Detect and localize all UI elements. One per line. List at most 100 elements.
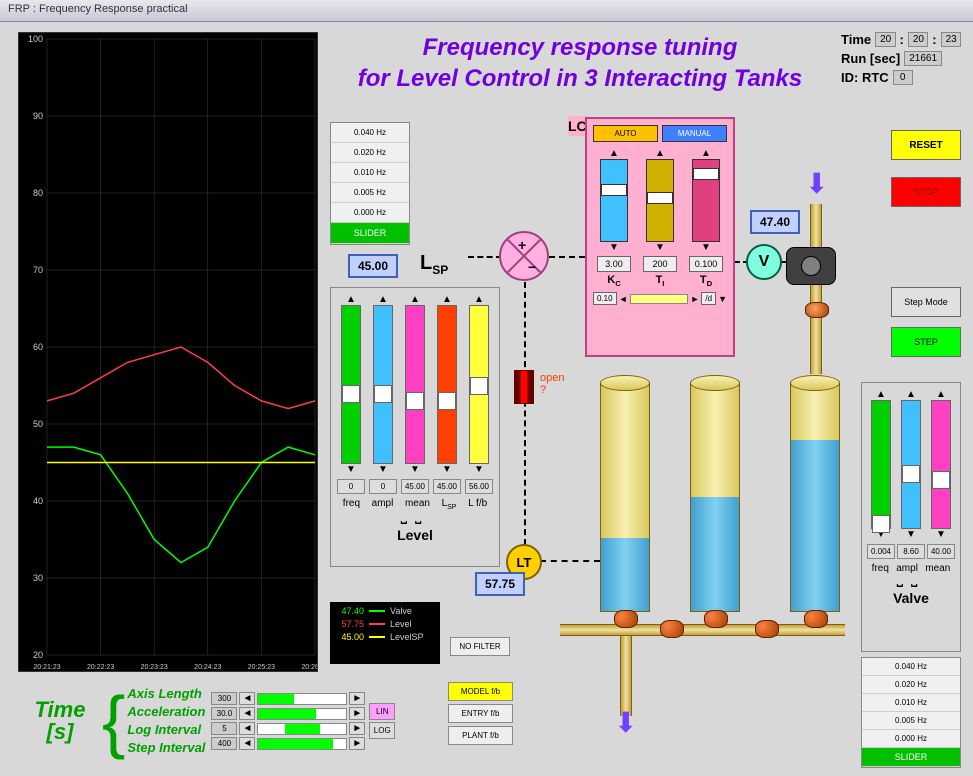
up-arrow-icon[interactable]: ▲: [906, 389, 916, 400]
window-title: FRP : Frequency Response practical: [8, 3, 188, 15]
valve-node: V: [746, 244, 782, 280]
ctrl-slider-T_D[interactable]: ▲ ▼ 0.100 TD: [689, 148, 723, 288]
up-arrow-icon[interactable]: ▲: [876, 389, 886, 400]
freq-option[interactable]: 0.010 Hz: [331, 163, 409, 183]
time-slider[interactable]: [257, 693, 347, 705]
valve-sliders: ▲ ▼ 0.004 ▲ ▼ 8.60 ▲ ▼ 40.00 freqamplmea…: [861, 382, 961, 652]
stop-button[interactable]: STOP: [891, 177, 961, 207]
model-button[interactable]: MODEL f/b: [448, 682, 513, 701]
down-arrow-icon[interactable]: ▼: [346, 464, 356, 475]
slider-mean[interactable]: ▲ ▼ 45.00: [403, 294, 427, 494]
slider-value: 45.00: [401, 479, 429, 494]
time-m: 20: [908, 32, 928, 47]
down-arrow-icon[interactable]: ▼: [410, 464, 420, 475]
auto-button[interactable]: AUTO: [593, 125, 658, 142]
up-arrow-icon[interactable]: ▲: [346, 294, 356, 305]
freq-option[interactable]: 0.005 Hz: [331, 183, 409, 203]
pipe-valve: [755, 620, 779, 638]
manual-button[interactable]: MANUAL: [662, 125, 727, 142]
slider-freq[interactable]: ▲ ▼ 0: [339, 294, 363, 494]
ctrl-unit: /d: [701, 292, 716, 305]
slider-L f/b[interactable]: ▲ ▼ 56.00: [467, 294, 491, 494]
signal-line: [549, 256, 585, 258]
up-arrow-icon[interactable]: ▲: [655, 148, 665, 159]
svg-text:20: 20: [33, 650, 43, 660]
right-arrow-icon[interactable]: ►: [349, 737, 365, 750]
ctrl-slider-T_I[interactable]: ▲ ▼ 200 TI: [643, 148, 677, 288]
model-button[interactable]: PLANT f/b: [448, 726, 513, 745]
pipe-valve: [660, 620, 684, 638]
disturbance-valve[interactable]: [514, 370, 534, 404]
pump: [786, 247, 836, 285]
stepmode-button[interactable]: Step Mode: [891, 287, 961, 317]
slider-L_SP[interactable]: ▲ ▼ 45.00: [435, 294, 459, 494]
up-arrow-icon[interactable]: ▲: [609, 148, 619, 159]
step-button[interactable]: STEP: [891, 327, 961, 357]
freq-option[interactable]: 0.020 Hz: [862, 676, 960, 694]
inlet-valve: [805, 302, 829, 318]
valve-freq-selector: 0.040 Hz0.020 Hz0.010 Hz0.005 Hz0.000 Hz…: [861, 657, 961, 768]
freq-option[interactable]: 0.010 Hz: [862, 694, 960, 712]
right-arrow-icon[interactable]: ►: [349, 707, 365, 720]
down-arrow-icon[interactable]: ▼: [609, 242, 619, 253]
freq-option[interactable]: 0.040 Hz: [331, 123, 409, 143]
time-slider[interactable]: [257, 708, 347, 720]
slider-ampl[interactable]: ▲ ▼ 8.60: [899, 389, 923, 559]
up-arrow-icon[interactable]: ▲: [410, 294, 420, 305]
up-arrow-icon[interactable]: ▲: [936, 389, 946, 400]
response-chart: 203040506070809010020:21:2320:22:2320:23…: [18, 32, 318, 672]
lc-label: LC: [568, 116, 587, 136]
freq-slider-option[interactable]: SLIDER: [331, 223, 409, 244]
freq-option[interactable]: 0.040 Hz: [862, 658, 960, 676]
svg-text:80: 80: [33, 188, 43, 198]
time-slider-row: 300 ◄ ►: [211, 692, 365, 705]
right-arrow-icon[interactable]: ►: [349, 692, 365, 705]
left-arrow-icon[interactable]: ◄: [239, 707, 255, 720]
slider-freq[interactable]: ▲ ▼ 0.004: [869, 389, 893, 559]
up-arrow-icon[interactable]: ▲: [474, 294, 484, 305]
left-arrow-icon[interactable]: ◄: [239, 692, 255, 705]
slider-mean[interactable]: ▲ ▼ 40.00: [929, 389, 953, 559]
up-arrow-icon[interactable]: ▲: [442, 294, 452, 305]
freq-option[interactable]: 0.000 Hz: [862, 730, 960, 748]
reset-button[interactable]: RESET: [891, 130, 961, 160]
model-button[interactable]: ENTRY f/b: [448, 704, 513, 723]
up-arrow-icon[interactable]: ▲: [378, 294, 388, 305]
freq-slider-option[interactable]: SLIDER: [862, 748, 960, 767]
ctrl-left-arrow[interactable]: ◄: [619, 294, 628, 304]
pipe: [620, 636, 632, 716]
right-arrow-icon[interactable]: ►: [349, 722, 365, 735]
down-arrow-icon[interactable]: ▼: [936, 529, 946, 540]
log-button[interactable]: LOG: [369, 722, 395, 739]
down-arrow-icon[interactable]: ▼: [442, 464, 452, 475]
down-arrow-icon[interactable]: ▼: [378, 464, 388, 475]
ctrl-slider-K_C[interactable]: ▲ ▼ 3.00 KC: [597, 148, 631, 288]
time-slider[interactable]: [257, 723, 347, 735]
down-arrow-icon[interactable]: ▼: [701, 242, 711, 253]
ctrl-scrollbar[interactable]: [630, 294, 689, 304]
lin-button[interactable]: LIN: [369, 703, 395, 720]
time-slider[interactable]: [257, 738, 347, 750]
lsp-label: LSP: [420, 252, 448, 277]
slider-value: 45.00: [433, 479, 461, 494]
time-panel: Time 20: 20: 23 Run [sec] 21661 ID: RTC …: [841, 32, 961, 89]
id-val: 0: [893, 70, 913, 85]
svg-text:20:24:23: 20:24:23: [194, 664, 221, 671]
valve-value: 47.40: [750, 210, 800, 234]
freq-option[interactable]: 0.000 Hz: [331, 203, 409, 223]
model-buttons: MODEL f/b ENTRY f/b PLANT f/b: [448, 682, 513, 748]
freq-option[interactable]: 0.005 Hz: [862, 712, 960, 730]
time-slider-row: 5 ◄ ►: [211, 722, 365, 735]
nofilter-button[interactable]: NO FILTER: [450, 637, 510, 656]
down-arrow-icon[interactable]: ▼: [474, 464, 484, 475]
time-slider-row: 30.0 ◄ ►: [211, 707, 365, 720]
down-arrow-icon[interactable]: ▼: [906, 529, 916, 540]
left-arrow-icon[interactable]: ◄: [239, 737, 255, 750]
down-arrow-icon[interactable]: ▼: [655, 242, 665, 253]
tank-3: [790, 382, 840, 612]
freq-option[interactable]: 0.020 Hz: [331, 143, 409, 163]
slider-ampl[interactable]: ▲ ▼ 0: [371, 294, 395, 494]
up-arrow-icon[interactable]: ▲: [701, 148, 711, 159]
ctrl-right-arrow[interactable]: ►: [690, 294, 699, 304]
left-arrow-icon[interactable]: ◄: [239, 722, 255, 735]
